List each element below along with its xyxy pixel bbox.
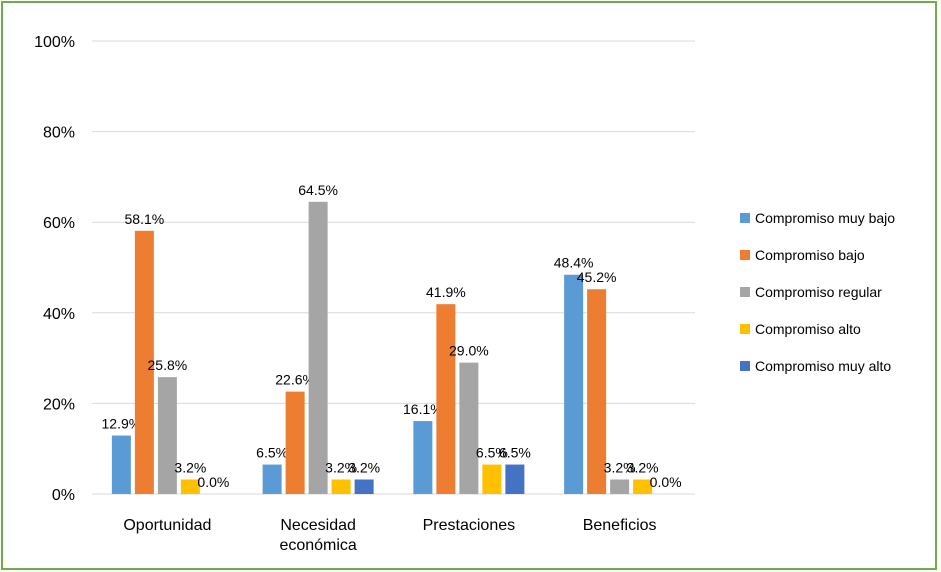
- y-tick-label: 40%: [43, 306, 75, 323]
- x-tick-label-line: Prestaciones: [423, 517, 516, 534]
- data-label: 25.8%: [148, 357, 188, 373]
- legend-label: Compromiso alto: [755, 321, 861, 337]
- y-tick-label: 0%: [52, 487, 75, 504]
- data-label: 6.5%: [499, 445, 531, 461]
- bar: [180, 479, 200, 494]
- legend-swatch: [740, 361, 750, 371]
- data-label: 29.0%: [449, 343, 489, 359]
- bar: [111, 435, 131, 494]
- bar: [436, 304, 456, 494]
- bar: [459, 362, 479, 494]
- x-tick-label: Beneficios: [583, 517, 657, 534]
- data-label: 58.1%: [125, 211, 165, 227]
- legend-swatch: [740, 250, 750, 260]
- bar: [285, 391, 305, 494]
- data-label: 48.4%: [554, 255, 594, 271]
- data-label: 3.2%: [325, 460, 357, 476]
- y-tick-label: 80%: [43, 125, 75, 142]
- bar: [564, 274, 584, 494]
- bar: [633, 479, 653, 494]
- y-tick-label: 20%: [43, 396, 75, 413]
- data-label: 16.1%: [403, 401, 443, 417]
- data-label: 12.9%: [102, 416, 142, 432]
- data-label: 3.2%: [627, 460, 659, 476]
- legend-label: Compromiso regular: [755, 284, 882, 300]
- legend-label: Compromiso muy alto: [755, 358, 891, 374]
- data-label: 41.9%: [426, 284, 466, 300]
- x-tick-label-line: Necesidad: [280, 517, 356, 534]
- legend-swatch: [740, 287, 750, 297]
- bar: [308, 201, 328, 494]
- bar: [610, 479, 630, 494]
- data-label: 6.5%: [256, 445, 288, 461]
- data-label: 64.5%: [298, 182, 338, 198]
- y-tick-label: 60%: [43, 215, 75, 232]
- legend-label: Compromiso bajo: [755, 247, 865, 263]
- bar: [482, 464, 502, 494]
- data-label: 0.0%: [650, 474, 682, 490]
- data-label: 0.0%: [197, 474, 229, 490]
- data-label: 6.5%: [476, 445, 508, 461]
- legend-swatch: [740, 324, 750, 334]
- y-tick-label: 100%: [34, 34, 75, 51]
- x-tick-label: Necesidad económica: [279, 517, 356, 554]
- bar: [134, 230, 154, 494]
- data-label: 45.2%: [577, 269, 617, 285]
- x-tick-label-line: Beneficios: [583, 517, 657, 534]
- bar: [413, 421, 433, 494]
- bar: [505, 464, 525, 494]
- bar: [587, 289, 607, 494]
- data-label: 3.2%: [348, 460, 380, 476]
- data-label: 3.2%: [604, 460, 636, 476]
- x-tick-label: Prestaciones: [423, 517, 516, 534]
- x-tick-label-line: económica: [279, 537, 356, 554]
- bar: [157, 377, 177, 494]
- bar: [354, 479, 374, 494]
- x-tick-label-line: Oportunidad: [123, 517, 211, 534]
- legend-label: Compromiso muy bajo: [755, 210, 895, 226]
- bar: [262, 464, 282, 494]
- data-label: 22.6%: [275, 372, 315, 388]
- x-tick-label: Oportunidad: [123, 517, 211, 534]
- legend-swatch: [740, 213, 750, 223]
- data-label: 3.2%: [174, 460, 206, 476]
- bar: [331, 479, 351, 494]
